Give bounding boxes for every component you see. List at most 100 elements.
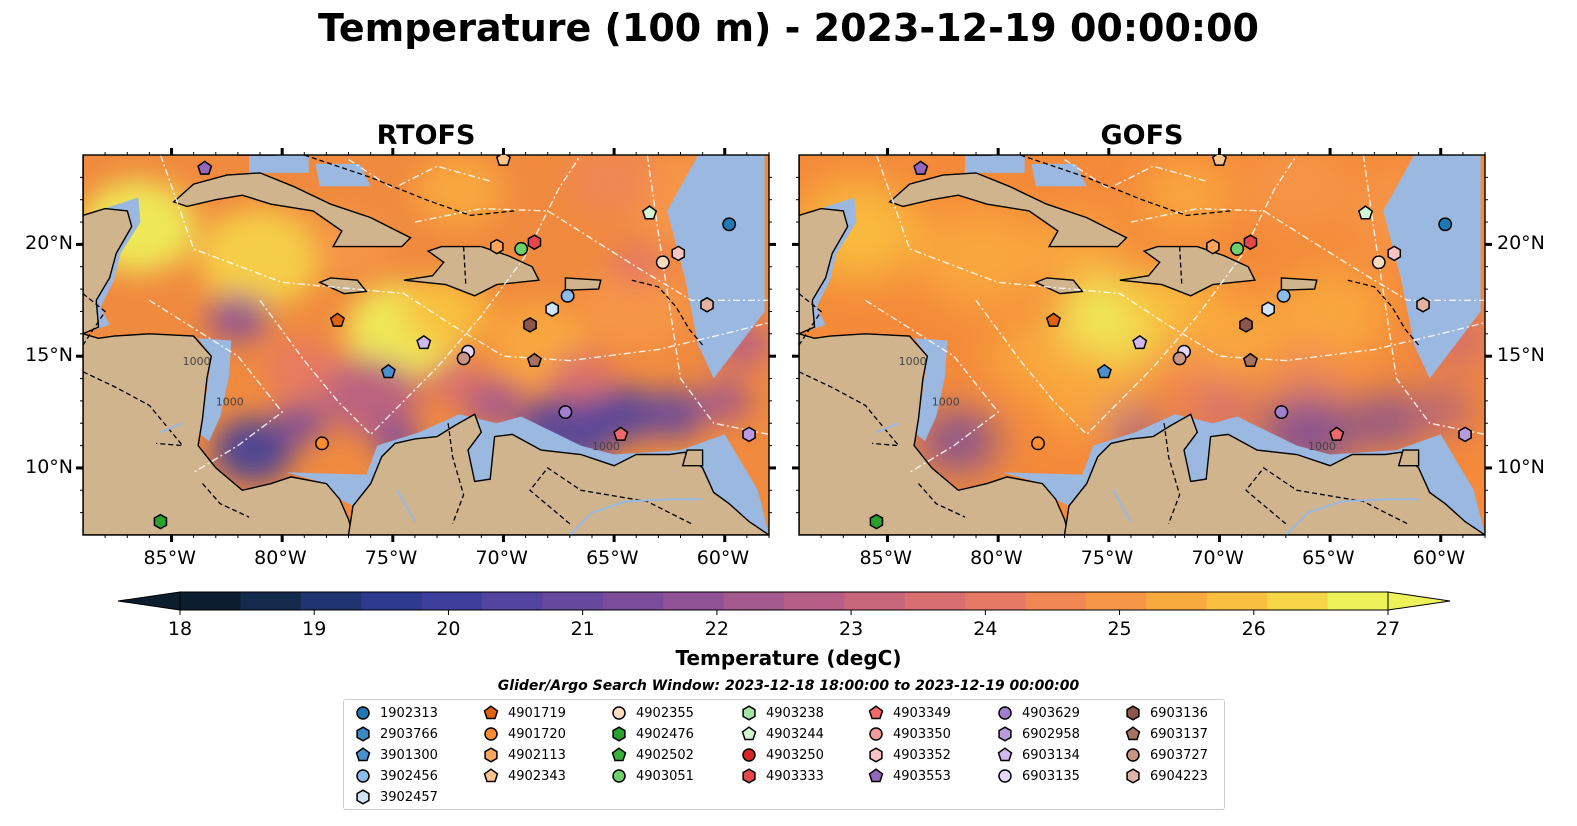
pentagon-marker-icon bbox=[611, 747, 627, 762]
temperature-blob bbox=[583, 264, 690, 350]
lat-tick-label-right: 15°N bbox=[1497, 344, 1545, 367]
hexagon-marker-icon bbox=[484, 747, 498, 763]
float-marker-4901720 bbox=[315, 436, 329, 451]
float-markers-gofs bbox=[869, 155, 1472, 530]
river bbox=[160, 422, 183, 434]
legend-item-label: 4902113 bbox=[508, 747, 566, 763]
river bbox=[1112, 489, 1132, 523]
lon-tick-label: 80°W bbox=[970, 547, 1023, 569]
temperature-blob bbox=[213, 418, 294, 482]
map-panel-rtofs: 1000 1000 1000 bbox=[83, 155, 769, 535]
float-marker-6903727 bbox=[456, 351, 471, 366]
temperature-blob bbox=[1142, 159, 1231, 231]
colorbar-bin bbox=[482, 592, 543, 610]
contour-label: 1000 bbox=[592, 440, 620, 453]
colorbar-frame bbox=[179, 591, 1389, 611]
legend-marker bbox=[868, 768, 884, 783]
colorbar-bin bbox=[1206, 592, 1268, 610]
legend-marker bbox=[868, 705, 884, 720]
colorbar-tick-label: 24 bbox=[973, 618, 998, 640]
land-jamaica bbox=[1034, 277, 1084, 295]
map-frame bbox=[82, 154, 770, 536]
colorbar-bin bbox=[965, 592, 1027, 610]
temperature-blob bbox=[549, 351, 612, 402]
legend-marker bbox=[1126, 748, 1140, 762]
country-border bbox=[1163, 423, 1181, 525]
lat-tick-label-left: 15°N bbox=[25, 344, 73, 367]
country-border bbox=[918, 483, 966, 518]
legend-item-label: 6903137 bbox=[1150, 726, 1208, 742]
legend-item: 3902457 bbox=[354, 788, 438, 806]
legend-marker bbox=[611, 747, 627, 762]
legend-marker bbox=[869, 747, 883, 763]
shallow-water bbox=[965, 155, 1025, 173]
eez-boundary bbox=[875, 155, 1485, 362]
legend-item-label: 4902343 bbox=[508, 768, 566, 784]
temperature-blob bbox=[426, 357, 484, 404]
float-marker-6903137 bbox=[1242, 352, 1258, 368]
land-trinidad bbox=[1397, 449, 1420, 467]
contour-label: 1000 bbox=[183, 355, 211, 368]
colorbar-bin bbox=[904, 592, 966, 610]
land-southAmerica bbox=[1063, 413, 1485, 535]
temperature-blob bbox=[1418, 388, 1472, 432]
eez-boundary bbox=[975, 155, 1298, 436]
colorbar-tick-label: 19 bbox=[302, 618, 327, 640]
shallow-water bbox=[315, 163, 371, 187]
temperature-blob bbox=[642, 389, 705, 440]
colorbar-bin bbox=[1086, 592, 1147, 610]
circle-marker-icon bbox=[742, 748, 756, 762]
colorbar-bin bbox=[663, 592, 725, 610]
colorbar-bin bbox=[784, 592, 845, 610]
temperature-blob bbox=[587, 385, 659, 443]
lon-tick-label: 60°W bbox=[696, 547, 750, 569]
temperature-blob bbox=[1037, 349, 1145, 435]
lat-tick-label-right: 20°N bbox=[1497, 232, 1545, 255]
legend-item: 4903553 bbox=[867, 767, 951, 785]
float-marker-4903352 bbox=[671, 245, 686, 262]
float-marker-4902476 bbox=[153, 513, 168, 530]
legend-item-label: 4903553 bbox=[893, 768, 951, 784]
legend-marker bbox=[612, 726, 626, 742]
legend-item-label: 4902476 bbox=[636, 726, 694, 742]
legend-item-label: 3902456 bbox=[380, 768, 438, 784]
eez-boundary bbox=[865, 299, 1000, 473]
float-marker-4902355 bbox=[1371, 255, 1386, 270]
temperature-blob bbox=[918, 208, 1043, 308]
float-marker-3901300 bbox=[380, 363, 396, 379]
colorbar bbox=[117, 591, 1451, 615]
legend-item-label: 4902502 bbox=[636, 747, 694, 763]
pentagon-marker-icon bbox=[355, 747, 371, 762]
legend-item-label: 6902958 bbox=[1022, 726, 1080, 742]
colorbar-tick-label: 18 bbox=[167, 618, 193, 640]
legend-item: 6903136 bbox=[1124, 704, 1208, 722]
pentagon-marker-icon bbox=[483, 705, 499, 720]
hexagon-marker-icon bbox=[869, 747, 883, 763]
legend-marker bbox=[483, 768, 499, 783]
country-border bbox=[83, 371, 185, 447]
legend-marker bbox=[612, 706, 626, 720]
float-marker-3902457 bbox=[545, 301, 559, 318]
legend-item: 4903350 bbox=[867, 725, 951, 743]
land-centralAmerica bbox=[83, 155, 354, 535]
legend-marker bbox=[356, 769, 370, 783]
circle-marker-icon bbox=[869, 727, 883, 741]
lat-tick-label-left: 10°N bbox=[25, 455, 73, 478]
legend-marker bbox=[742, 748, 756, 762]
pentagon-marker-icon bbox=[997, 747, 1013, 762]
legend-item-label: 6903135 bbox=[1022, 768, 1080, 784]
legend-item-label: 4903352 bbox=[893, 747, 951, 763]
legend-item: 6903134 bbox=[996, 746, 1080, 764]
colorbar-extend-low bbox=[117, 591, 181, 611]
colorbar-tick-label: 26 bbox=[1241, 618, 1266, 640]
shallow-water bbox=[914, 338, 948, 442]
hexagon-marker-icon bbox=[742, 768, 756, 784]
legend-item: 4901719 bbox=[482, 704, 566, 722]
hexagon-marker-icon bbox=[1126, 768, 1140, 784]
legend-item-label: 6904223 bbox=[1150, 768, 1208, 784]
contour-label: 1000 bbox=[932, 395, 960, 408]
float-marker-4903244 bbox=[641, 205, 658, 220]
float-marker-4902343 bbox=[495, 155, 511, 166]
legend-marker bbox=[355, 747, 371, 762]
float-marker-4903352 bbox=[1387, 245, 1402, 262]
